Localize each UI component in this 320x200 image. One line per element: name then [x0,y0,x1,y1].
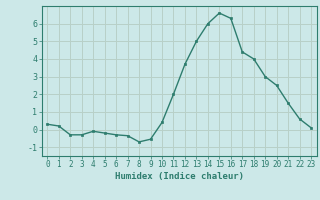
X-axis label: Humidex (Indice chaleur): Humidex (Indice chaleur) [115,172,244,181]
